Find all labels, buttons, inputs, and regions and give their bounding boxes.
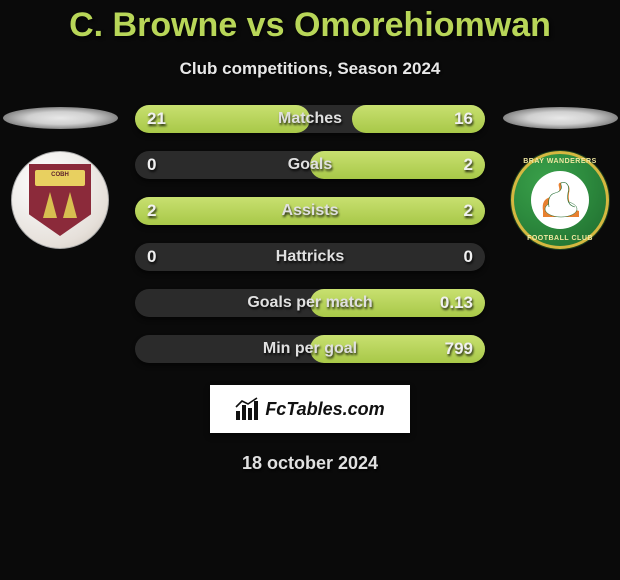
- stat-row: 21 Matches 16: [135, 105, 485, 133]
- left-team-column: COBH: [0, 105, 120, 249]
- crest-icon: COBH: [29, 164, 91, 236]
- stat-value-right: 0: [464, 247, 473, 267]
- date-text: 18 october 2024: [0, 453, 620, 474]
- stat-rows: 21 Matches 16 0 Goals 2 2 Assists 2 0 Hattricks 0 Go…: [135, 105, 485, 363]
- stat-value-left: 0: [147, 247, 156, 267]
- right-team-column: BRAY WANDERERS FOOTBALL CLUB: [500, 105, 620, 249]
- stat-label: Assists: [282, 202, 339, 220]
- brand-text: FcTables.com: [265, 399, 384, 420]
- stat-row: 0 Hattricks 0: [135, 243, 485, 271]
- stat-row: Goals per match 0.13: [135, 289, 485, 317]
- stat-value-right: 2: [464, 155, 473, 175]
- stat-value-right: 16: [454, 109, 473, 129]
- comparison-panel: COBH BRAY WANDERERS FOOTBALL CLUB 21 Matc…: [0, 105, 620, 363]
- stat-label: Matches: [278, 110, 342, 128]
- right-team-badge: BRAY WANDERERS FOOTBALL CLUB: [511, 151, 609, 249]
- stat-value-right: 2: [464, 201, 473, 221]
- stat-value-left: 2: [147, 201, 156, 221]
- stat-row: 0 Goals 2: [135, 151, 485, 179]
- page-title: C. Browne vs Omorehiomwan: [0, 0, 620, 45]
- stat-label: Hattricks: [276, 248, 344, 266]
- swan-icon: [531, 171, 589, 229]
- stat-row: Min per goal 799: [135, 335, 485, 363]
- stat-value-right: 799: [445, 339, 473, 359]
- left-team-badge: COBH: [11, 151, 109, 249]
- badge-ring-top: BRAY WANDERERS: [514, 158, 606, 165]
- stat-value-left: 0: [147, 155, 156, 175]
- crest-top-text: COBH: [35, 170, 85, 186]
- stat-label: Goals: [288, 156, 332, 174]
- stat-label: Goals per match: [247, 294, 372, 312]
- stat-label: Min per goal: [263, 340, 357, 358]
- badge-ring-bot: FOOTBALL CLUB: [514, 235, 606, 242]
- stat-value-left: 21: [147, 109, 166, 129]
- brand-badge: FcTables.com: [210, 385, 410, 433]
- player-shadow-left: [3, 107, 118, 129]
- bar-fill-right: [310, 151, 485, 179]
- player-shadow-right: [503, 107, 618, 129]
- stat-row: 2 Assists 2: [135, 197, 485, 225]
- stat-value-right: 0.13: [440, 293, 473, 313]
- chart-icon: [235, 397, 261, 421]
- subtitle: Club competitions, Season 2024: [0, 59, 620, 79]
